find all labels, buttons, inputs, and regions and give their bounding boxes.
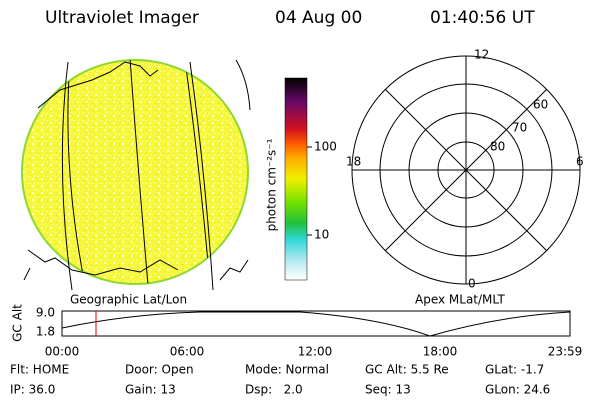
altitude-plot <box>61 310 571 337</box>
mlt-label: 18 <box>346 155 361 169</box>
status-panel: Flt: HOME Door: Open Mode: Normal GC Alt: 5… <box>10 363 550 397</box>
polar-label: Apex MLat/MLT <box>415 293 505 307</box>
mlat-label: 60 <box>533 98 548 112</box>
instrument: Ultraviolet Imager <box>45 8 199 28</box>
globe-image <box>21 59 251 291</box>
time-tick: 06:00 <box>170 345 205 359</box>
mlt-label: 0 <box>468 277 476 291</box>
status-field: Door: Open <box>125 363 194 377</box>
status-field: Dsp: 2.0 <box>245 383 303 397</box>
status-field: Gain: 13 <box>125 383 176 397</box>
altitude-tick: 9.0 <box>36 306 55 320</box>
time-tick: 00:00 <box>45 345 80 359</box>
altitude-tick: 1.8 <box>36 325 55 339</box>
colorbar-tick: 10 <box>314 228 329 242</box>
colorbar-tick: 100 <box>314 140 337 154</box>
altitude-curve <box>61 311 571 337</box>
status-field: GLat: -1.7 <box>485 363 544 377</box>
mlat-label: 80 <box>490 140 505 154</box>
mlt-label: 6 <box>576 155 584 169</box>
mlt-label: 12 <box>474 48 489 62</box>
time-tick: 12:00 <box>298 345 333 359</box>
date: 04 Aug 00 <box>275 8 362 28</box>
status-field: GC Alt: 5.5 Re <box>365 363 449 377</box>
status-field: Mode: Normal <box>245 363 329 377</box>
time-tick: 23:59 <box>548 345 583 359</box>
status-field: Flt: HOME <box>10 363 69 377</box>
time-tick: 18:00 <box>423 345 458 359</box>
polar-grid <box>351 55 581 285</box>
status-field: GLon: 24.6 <box>485 383 550 397</box>
status-field: IP: 36.0 <box>10 383 55 397</box>
mlat-label: 70 <box>512 121 527 135</box>
status-field: Seq: 13 <box>365 383 411 397</box>
colorbar <box>284 77 308 281</box>
altitude-axis-label: GC Alt <box>11 304 25 342</box>
colorbar-unit: photon cm⁻²s⁻¹ <box>265 138 279 231</box>
image-label: Geographic Lat/Lon <box>70 293 187 307</box>
time: 01:40:56 UT <box>430 8 535 28</box>
